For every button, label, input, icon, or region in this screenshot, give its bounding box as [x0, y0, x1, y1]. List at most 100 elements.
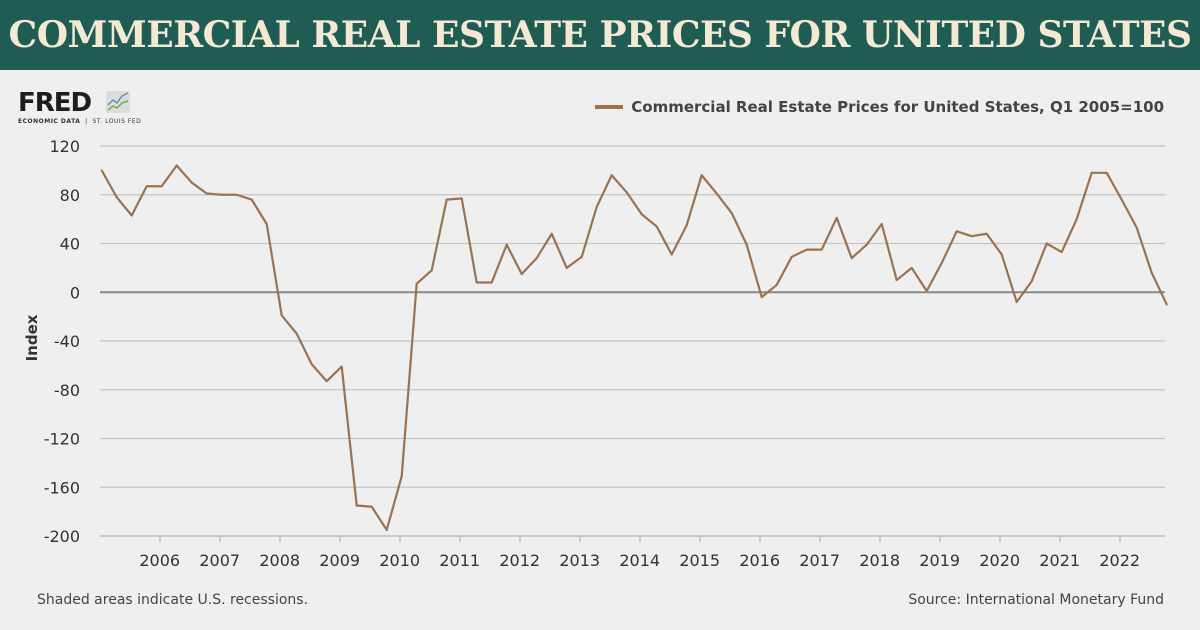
data-point	[295, 332, 298, 335]
data-point	[415, 282, 418, 285]
x-tick-label: 2011	[439, 551, 480, 570]
data-point	[925, 290, 928, 293]
data-point	[430, 269, 433, 272]
data-point	[1015, 301, 1018, 303]
data-point	[985, 232, 988, 235]
x-tick-label: 2006	[139, 551, 180, 570]
y-tick-label: 0	[70, 283, 80, 302]
x-tick-label: 2015	[679, 551, 720, 570]
logo-wordmark: FRED	[18, 88, 92, 118]
x-tick-label: 2019	[919, 551, 960, 570]
data-point	[265, 223, 268, 225]
data-point	[580, 255, 583, 258]
data-point	[1150, 271, 1153, 274]
x-tick-label: 2020	[979, 551, 1020, 570]
data-point	[700, 174, 703, 177]
x-tick-label: 2012	[499, 551, 540, 570]
data-point	[760, 296, 763, 299]
data-point	[1045, 242, 1048, 245]
y-tick-label: -200	[44, 527, 80, 546]
data-point	[805, 248, 808, 251]
y-tick-label: 80	[60, 186, 80, 205]
y-tick-label: 120	[49, 137, 80, 156]
data-point	[1105, 171, 1108, 174]
x-tick-label: 2016	[739, 551, 780, 570]
data-point	[130, 214, 133, 217]
data-point	[1060, 251, 1063, 254]
data-point	[670, 253, 673, 256]
logo-chart-icon	[106, 91, 130, 113]
y-tick-label: -40	[54, 332, 80, 351]
data-point	[160, 185, 163, 188]
data-point	[1000, 253, 1003, 256]
x-tick-label: 2013	[559, 551, 600, 570]
x-tick-label: 2010	[379, 551, 420, 570]
legend-label: Commercial Real Estate Prices for United…	[631, 98, 1164, 116]
data-point	[370, 505, 373, 508]
title-banner: COMMERCIAL REAL ESTATE PRICES FOR UNITED…	[0, 0, 1200, 70]
legend: Commercial Real Estate Prices for United…	[595, 98, 1164, 116]
logo-tagline-left: ECONOMIC DATA	[18, 118, 81, 125]
data-point	[505, 243, 508, 246]
data-point	[1120, 198, 1123, 201]
data-point	[385, 528, 388, 531]
data-point	[1090, 171, 1093, 174]
data-point	[340, 365, 343, 368]
data-point	[205, 192, 208, 195]
x-tick-label: 2018	[859, 551, 900, 570]
data-point	[910, 266, 913, 269]
data-point	[490, 281, 493, 284]
y-axis-label: Index	[23, 314, 41, 361]
data-point	[1165, 303, 1168, 306]
x-tick-label: 2008	[259, 551, 300, 570]
data-point	[970, 235, 973, 238]
data-point	[280, 314, 283, 317]
y-tick-label: -80	[54, 381, 80, 400]
series-line	[100, 164, 1168, 532]
data-point	[1135, 226, 1138, 229]
data-point	[820, 248, 823, 251]
x-tick-label: 2007	[199, 551, 240, 570]
data-point	[550, 232, 553, 235]
fred-logo[interactable]: FRED ECONOMIC DATA | ST. LOUIS FED	[18, 88, 142, 125]
data-point	[640, 213, 643, 216]
data-point	[625, 191, 628, 194]
data-point	[565, 266, 568, 269]
legend-swatch	[595, 105, 624, 109]
data-point	[235, 193, 238, 196]
data-point	[595, 205, 598, 208]
data-point	[190, 181, 193, 184]
logo-tagline-right: ST. LOUIS FED	[92, 118, 142, 125]
data-point	[655, 225, 658, 228]
data-point	[445, 198, 448, 201]
data-point	[685, 224, 688, 227]
source-note: Source: International Monetary Fund	[908, 592, 1164, 608]
data-point	[145, 185, 148, 188]
y-tick-label: 40	[60, 235, 80, 254]
x-tick-label: 2017	[799, 551, 840, 570]
data-point	[610, 174, 613, 177]
data-point	[325, 380, 328, 383]
data-point	[715, 192, 718, 195]
data-point	[475, 281, 478, 284]
data-point	[865, 243, 868, 246]
data-point	[355, 504, 358, 507]
data-point	[1075, 218, 1078, 221]
data-point	[1030, 280, 1033, 283]
data-point	[790, 255, 793, 258]
data-point	[220, 193, 223, 196]
x-tick-label: 2014	[619, 551, 660, 570]
data-point	[115, 196, 118, 199]
recession-note: Shaded areas indicate U.S. recessions.	[37, 592, 309, 608]
data-point	[940, 262, 943, 264]
data-point	[100, 169, 103, 172]
x-tick-label: 2021	[1039, 551, 1080, 570]
data-point	[955, 230, 958, 233]
data-point	[880, 223, 883, 225]
data-point	[835, 216, 838, 219]
y-tick-label: -160	[44, 478, 80, 497]
data-point	[895, 279, 898, 282]
chart-title: COMMERCIAL REAL ESTATE PRICES FOR UNITED…	[8, 14, 1192, 56]
data-point	[745, 243, 748, 246]
